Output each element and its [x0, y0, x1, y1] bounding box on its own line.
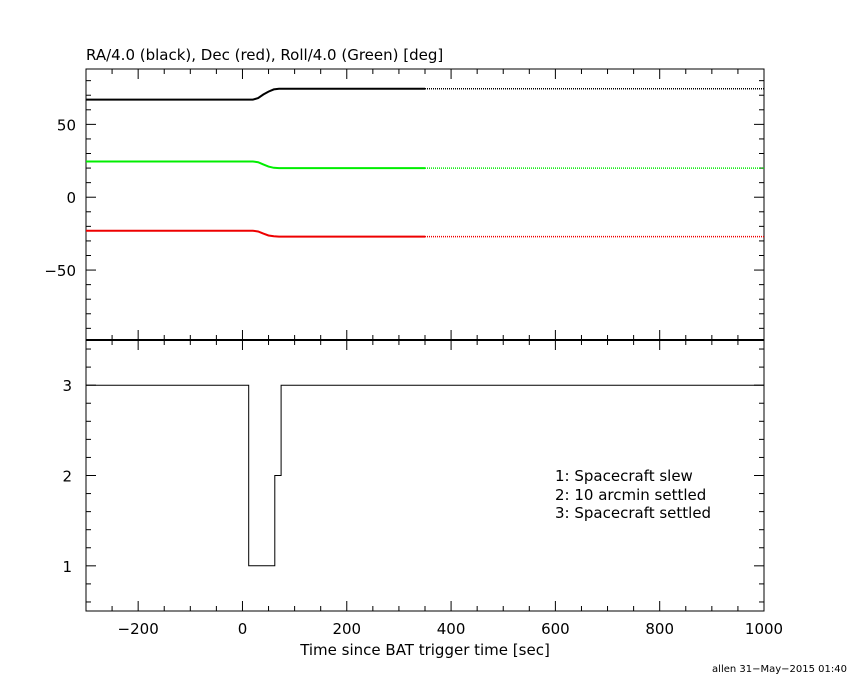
top-plot-frame	[85, 68, 765, 341]
settle-status-line	[86, 384, 764, 567]
x-tick-label: 800	[645, 620, 674, 638]
x-axis-label: Time since BAT trigger time [sec]	[299, 641, 550, 659]
footer-credit: allen 31−May−2015 01:40	[712, 664, 847, 675]
legend-item-settled: 3: Spacecraft settled	[555, 504, 711, 522]
top-y-tick-label: 50	[57, 116, 76, 134]
top-chart-title: RA/4.0 (black), Dec (red), Roll/4.0 (Gre…	[86, 46, 443, 64]
top-y-tick-label: −50	[44, 262, 76, 280]
legend-item-slew: 1: Spacecraft slew	[555, 467, 693, 485]
x-tick-label: −200	[118, 620, 159, 638]
x-tick-label: 0	[238, 620, 248, 638]
x-tick-label: 1000	[745, 620, 783, 638]
top-axis-ticks	[85, 69, 765, 340]
bottom-series-group	[86, 384, 764, 567]
legend-item-arcmin-settled: 2: 10 arcmin settled	[555, 486, 706, 504]
top-y-tick-labels: −50 0 50	[44, 116, 76, 280]
bottom-axis-ticks	[85, 340, 765, 611]
bottom-y-tick-label: 3	[62, 377, 72, 395]
x-tick-label: 600	[541, 620, 570, 638]
x-tick-label: 200	[332, 620, 361, 638]
bottom-y-tick-label: 2	[62, 468, 72, 486]
series-line-0	[86, 87, 425, 101]
x-tick-label: 400	[437, 620, 466, 638]
series-line-1	[86, 160, 425, 170]
series-line-2	[86, 229, 425, 238]
top-y-tick-label: 0	[66, 189, 76, 207]
top-series-group	[86, 87, 764, 238]
bottom-y-tick-label: 1	[62, 558, 72, 576]
bottom-y-tick-labels: 1 2 3	[62, 377, 72, 576]
x-tick-labels: −200 0 200 400 600 800 1000	[118, 620, 784, 638]
